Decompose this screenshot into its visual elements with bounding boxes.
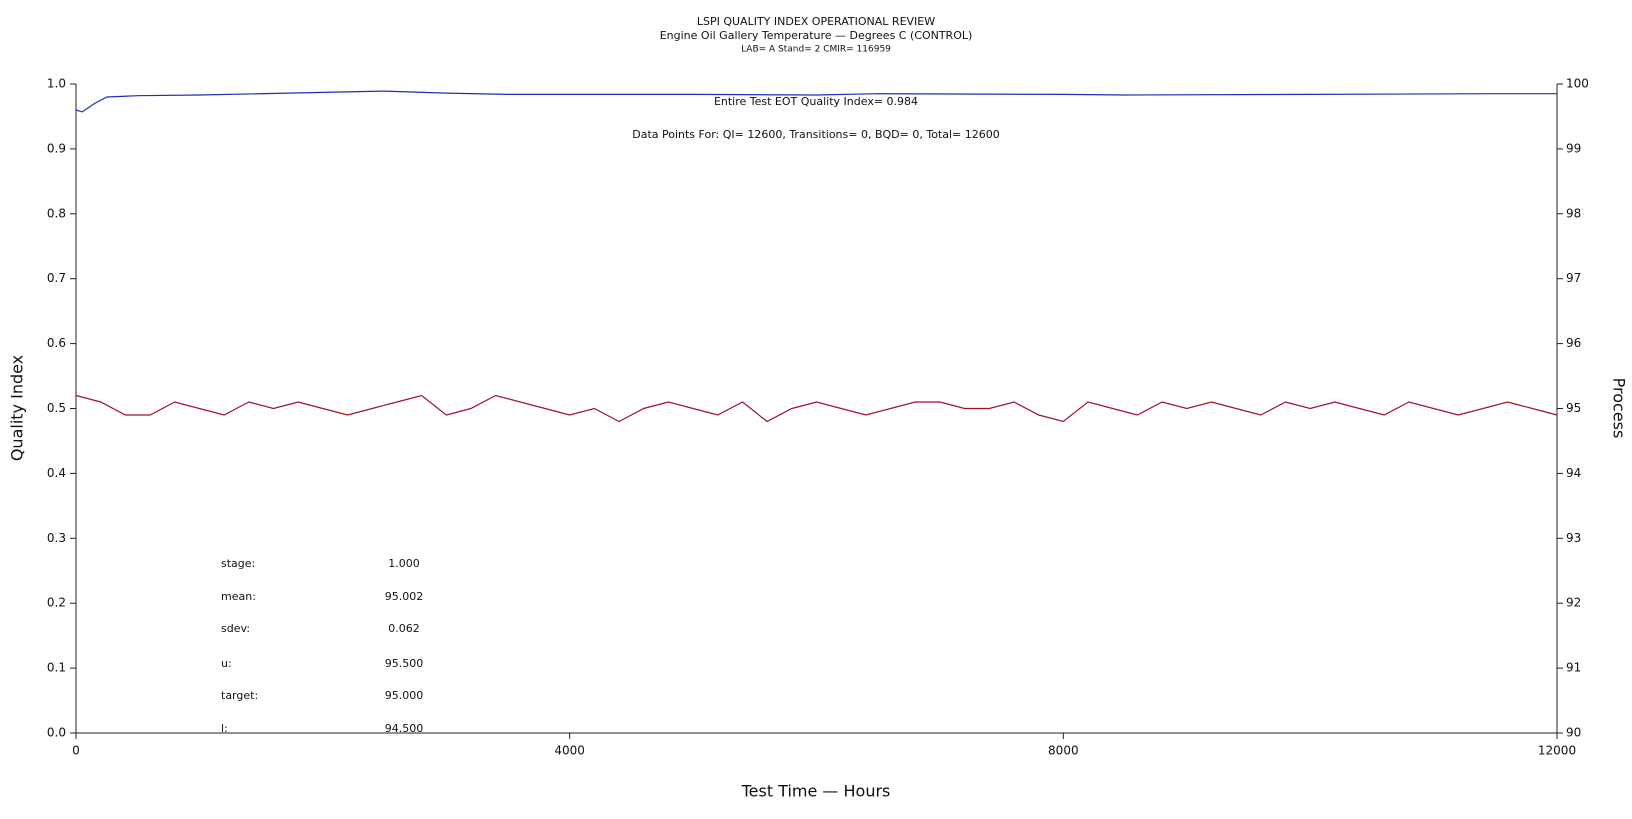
- annotation: Data Points For: QI= 12600, Transitions=…: [632, 128, 1000, 141]
- x-tick-label: 8000: [1048, 744, 1079, 758]
- y-tick-label: 0.6: [47, 336, 66, 350]
- annotation: Entire Test EOT Quality Index= 0.984: [714, 95, 918, 108]
- stat-label: target:: [221, 689, 258, 702]
- y-tick-label: 0.8: [47, 206, 66, 220]
- stat-label: mean:: [221, 590, 256, 603]
- chart-subsubtitle: LAB= A Stand= 2 CMIR= 116959: [741, 45, 891, 55]
- series-line: [75, 90, 1557, 113]
- y-axis-label: Quality Index: [8, 355, 27, 461]
- stat-value: 1.000: [388, 557, 420, 570]
- x-tick-label: 12000: [1538, 744, 1576, 758]
- y2-tick-label: 90: [1566, 726, 1581, 740]
- stat-label: sdev:: [221, 622, 250, 635]
- y2-tick-label: 92: [1566, 596, 1581, 610]
- stat-value: 95.002: [385, 590, 424, 603]
- stat-value: 95.000: [385, 689, 424, 702]
- chart-subtitle: Engine Oil Gallery Temperature — Degrees…: [660, 29, 973, 42]
- y2-tick-label: 100: [1566, 77, 1589, 91]
- y-tick-label: 0.9: [47, 141, 66, 155]
- y2-tick-label: 99: [1566, 141, 1581, 155]
- y2-axis-label: Process: [1610, 378, 1629, 439]
- x-tick-label: 0: [72, 744, 80, 758]
- x-tick-label: 4000: [554, 744, 585, 758]
- y-tick-label: 0.4: [47, 466, 66, 480]
- y-tick-label: 0.5: [47, 401, 66, 415]
- stat-label: l:: [221, 722, 228, 735]
- stat-label: stage:: [221, 557, 255, 570]
- y2-tick-label: 93: [1566, 531, 1581, 545]
- y2-tick-label: 96: [1566, 336, 1581, 350]
- y-tick-label: 0.2: [47, 596, 66, 610]
- chart-title: LSPI QUALITY INDEX OPERATIONAL REVIEW: [697, 15, 935, 28]
- y-tick-label: 0.3: [47, 531, 66, 545]
- y2-tick-label: 97: [1566, 271, 1581, 285]
- series-line: [75, 394, 1558, 423]
- y-tick-label: 1.0: [47, 77, 66, 91]
- x-axis-label: Test Time — Hours: [741, 782, 891, 801]
- y-tick-label: 0.1: [47, 661, 66, 675]
- y-tick-label: 0.7: [47, 271, 66, 285]
- y2-tick-label: 95: [1566, 401, 1581, 415]
- stat-label: u:: [221, 657, 232, 670]
- y2-tick-label: 98: [1566, 206, 1581, 220]
- y-tick-label: 0.0: [47, 726, 66, 740]
- stat-value: 95.500: [385, 657, 424, 670]
- y2-tick-label: 91: [1566, 661, 1581, 675]
- stat-value: 94.500: [385, 722, 424, 735]
- stat-value: 0.062: [388, 622, 420, 635]
- y2-tick-label: 94: [1566, 466, 1581, 480]
